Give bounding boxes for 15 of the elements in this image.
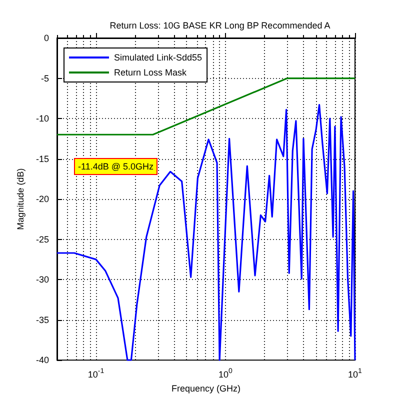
y-axis-title: Magnitude (dB)	[16, 168, 26, 230]
legend-label: Simulated Link-Sdd55	[114, 52, 202, 62]
y-tick-label: -15	[36, 154, 49, 164]
y-tick-label: -40	[36, 355, 49, 366]
x-axis-title: Frequency (GHz)	[171, 384, 241, 394]
y-tick-label: -35	[36, 314, 49, 325]
y-tick-label: -20	[36, 194, 49, 204]
y-tick-label: -5	[40, 73, 49, 84]
annotation: -11.4dB @ 5.0GHz	[78, 162, 154, 172]
y-tick-label: -30	[36, 274, 49, 285]
y-tick-label: 0	[44, 33, 49, 43]
y-tick-label: -10	[36, 114, 49, 124]
chart-title: Return Loss: 10G BASE KR Long BP Recommended A	[110, 20, 330, 30]
y-tick-label: -25	[36, 234, 49, 244]
legend-label: Return Loss Mask	[114, 68, 188, 78]
